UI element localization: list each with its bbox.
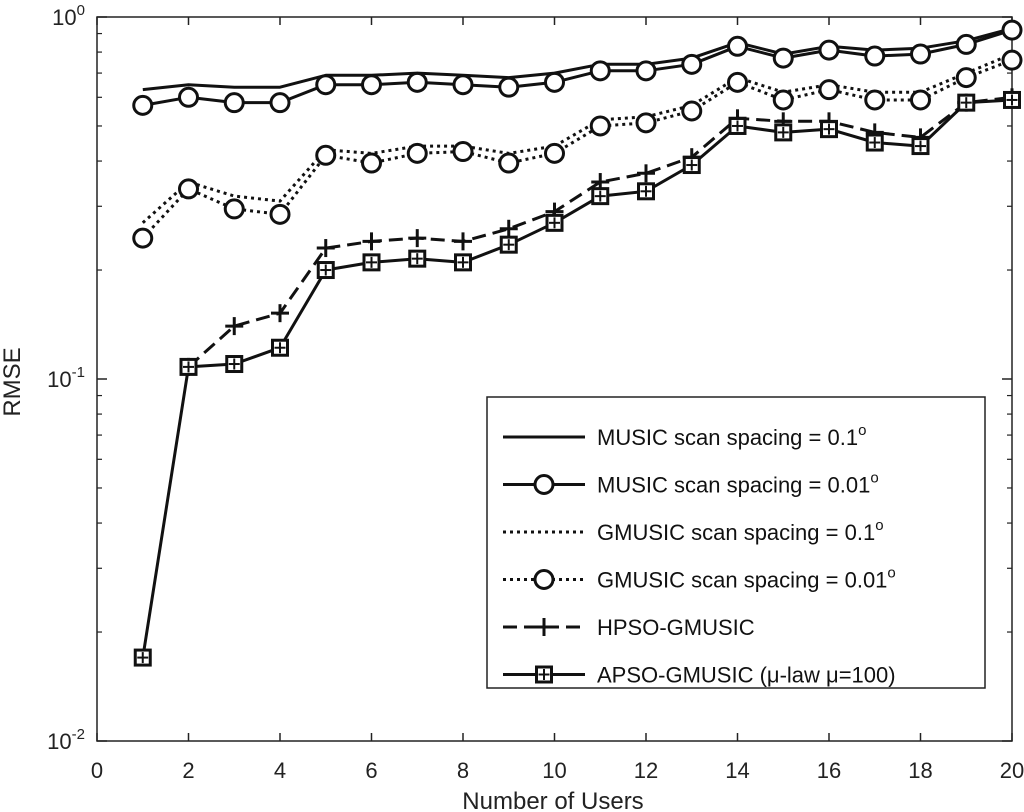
x-tick-label: 0 [91,758,103,783]
data-point [132,227,154,249]
data-point [544,142,565,164]
data-point [727,71,748,93]
data-point [864,89,886,111]
series-line [141,52,1013,224]
x-tick-label: 14 [725,758,749,783]
data-point [269,203,291,225]
data-point [223,92,245,114]
data-point [818,79,840,101]
data-point [315,74,337,96]
x-tick-label: 12 [634,758,658,783]
x-tick-label: 4 [274,758,286,783]
data-point [361,152,382,174]
legend-label: GMUSIC scan spacing = 0.1o [597,517,884,545]
legend-label: APSO-GMUSIC (μ-law μ=100) [597,663,896,688]
legend: MUSIC scan spacing = 0.1o MUSIC scan spac… [486,396,986,689]
legend-box [486,396,986,689]
data-point [635,112,657,134]
data-point [132,94,154,116]
data-point [772,89,794,111]
data-point [315,144,337,166]
x-tick-label: 8 [457,758,469,783]
series-6 [133,90,1021,667]
data-point [681,53,703,75]
data-point [178,86,199,108]
data-point [589,60,611,82]
data-point [910,89,931,111]
data-point [910,43,931,65]
data-point [178,178,199,200]
series-line [187,95,1013,369]
data-point [727,35,748,57]
x-axis-title: Number of Users [462,788,643,812]
x-tick-label: 10 [542,758,566,783]
x-axis-ticks: 0 2 4 6 8 10 12 14 16 18 20 [91,17,1024,783]
y-tick-label: 10-1 [47,364,85,392]
data-point [955,33,977,55]
legend-label: MUSIC scan spacing = 0.01o [597,470,879,498]
data-point [864,45,886,67]
data-point [955,67,977,89]
data-point [452,141,474,163]
legend-item: MUSIC scan spacing = 0.01o [503,470,879,498]
data-point [635,60,657,82]
x-tick-label: 20 [1000,758,1024,783]
data-point [1001,49,1023,71]
data-point [223,198,245,220]
series-4 [132,49,1023,249]
series-2 [132,19,1023,116]
data-point [406,71,428,93]
x-tick-label: 18 [908,758,932,783]
legend-label: MUSIC scan spacing = 0.1o [597,422,866,450]
legend-label: GMUSIC scan spacing = 0.01o [597,565,896,593]
legend-item: GMUSIC scan spacing = 0.01o [503,565,896,593]
legend-marker [533,569,555,590]
data-point [361,74,382,96]
data-point [452,74,474,96]
legend-label: HPSO-GMUSIC [597,615,755,640]
legend-item: MUSIC scan spacing = 0.1o [503,422,866,450]
data-point [498,152,520,174]
legend-item: HPSO-GMUSIC [503,615,755,640]
series-3 [141,52,1013,224]
legend-item: GMUSIC scan spacing = 0.1o [503,517,884,545]
data-point [544,71,565,93]
data-point [1001,19,1023,41]
x-tick-label: 2 [182,758,194,783]
y-tick-label: 100 [52,2,85,30]
series-layer [132,19,1023,667]
data-point [589,115,611,137]
data-point [406,142,428,164]
y-axis-title: RMSE [0,347,26,416]
data-point [269,92,291,114]
data-point [681,100,703,122]
data-point [772,47,794,69]
x-tick-label: 16 [817,758,841,783]
legend-item: APSO-GMUSIC (μ-law μ=100) [503,663,896,688]
data-point [818,39,840,61]
y-tick-label: 10-2 [47,726,85,754]
legend-marker [533,474,555,495]
data-point [498,76,520,98]
y-axis-ticks: 10-2 10-1 100 [47,2,1012,754]
x-tick-label: 6 [365,758,377,783]
